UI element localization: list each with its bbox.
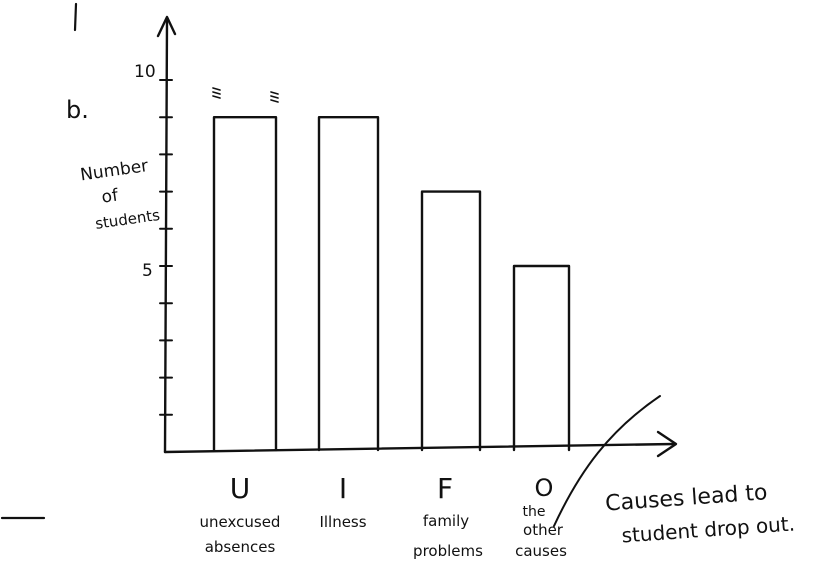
bar-O xyxy=(512,264,571,452)
category-letter: I xyxy=(339,472,347,505)
category-letters: U I F O xyxy=(230,472,554,505)
category-letter: O xyxy=(535,474,554,502)
y-axis-label-line: Number xyxy=(79,156,149,185)
x-axis-label-line: Causes lead to xyxy=(604,480,768,516)
y-tick-label-10: 10 xyxy=(134,62,156,82)
bar-F xyxy=(420,190,482,452)
category-description-line: causes xyxy=(515,542,567,560)
category-description-line: absences xyxy=(205,538,276,556)
bar-U xyxy=(212,116,278,452)
category-letter: F xyxy=(437,472,453,505)
category-description-line: Illness xyxy=(319,513,366,531)
category-descriptions: unexcused absences Illness family proble… xyxy=(200,504,568,560)
x-axis-arrow xyxy=(656,430,678,458)
category-description-line: family xyxy=(423,512,469,530)
y-axis-ticks xyxy=(159,79,173,416)
y-axis-label-line: students xyxy=(94,206,161,233)
x-axis-line xyxy=(163,442,676,454)
category-description-line: the xyxy=(523,504,546,520)
y-axis-arrow xyxy=(156,15,177,38)
category-description-line: unexcused xyxy=(200,513,281,531)
x-axis-label: Causes lead to student drop out. xyxy=(604,480,796,547)
x-axis-label-line: student drop out. xyxy=(621,511,796,547)
category-description-line: problems xyxy=(413,542,483,560)
category-letter: U xyxy=(230,472,251,505)
part-label: b. xyxy=(66,96,89,124)
bars-group xyxy=(212,116,571,452)
bar-I xyxy=(317,116,380,452)
category-description-line: other xyxy=(523,521,564,539)
y-axis-label: Number of students xyxy=(79,156,161,233)
y-tick-label-5: 5 xyxy=(142,261,153,281)
diagonal-stroke xyxy=(553,395,661,527)
margin-mark-top xyxy=(73,2,78,32)
y-axis-label-line: of xyxy=(100,185,120,207)
y-axis-line xyxy=(163,18,169,454)
bar-mark xyxy=(212,87,279,103)
